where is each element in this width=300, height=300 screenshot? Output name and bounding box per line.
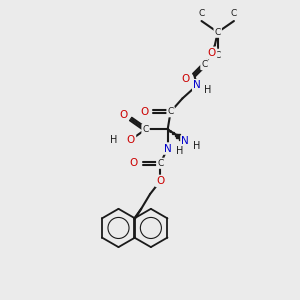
Text: C: C (142, 125, 149, 134)
Text: C: C (157, 159, 164, 168)
Text: N: N (164, 143, 172, 154)
Text: H: H (194, 141, 201, 151)
Text: O: O (182, 74, 190, 84)
Text: N: N (193, 80, 201, 90)
Text: C: C (167, 107, 174, 116)
Text: C: C (201, 60, 208, 69)
Text: H: H (204, 85, 211, 94)
Text: H: H (110, 135, 117, 145)
Text: H: H (176, 146, 183, 157)
Text: C: C (214, 51, 221, 60)
Text: O: O (130, 158, 138, 168)
Text: O: O (119, 110, 128, 120)
Text: C: C (198, 9, 205, 18)
Text: O: O (156, 176, 164, 186)
Text: O: O (127, 135, 135, 145)
Text: O: O (141, 107, 149, 117)
Text: C: C (231, 9, 237, 18)
Text: O: O (208, 48, 216, 58)
Text: C: C (214, 28, 221, 37)
Text: N: N (182, 136, 189, 146)
